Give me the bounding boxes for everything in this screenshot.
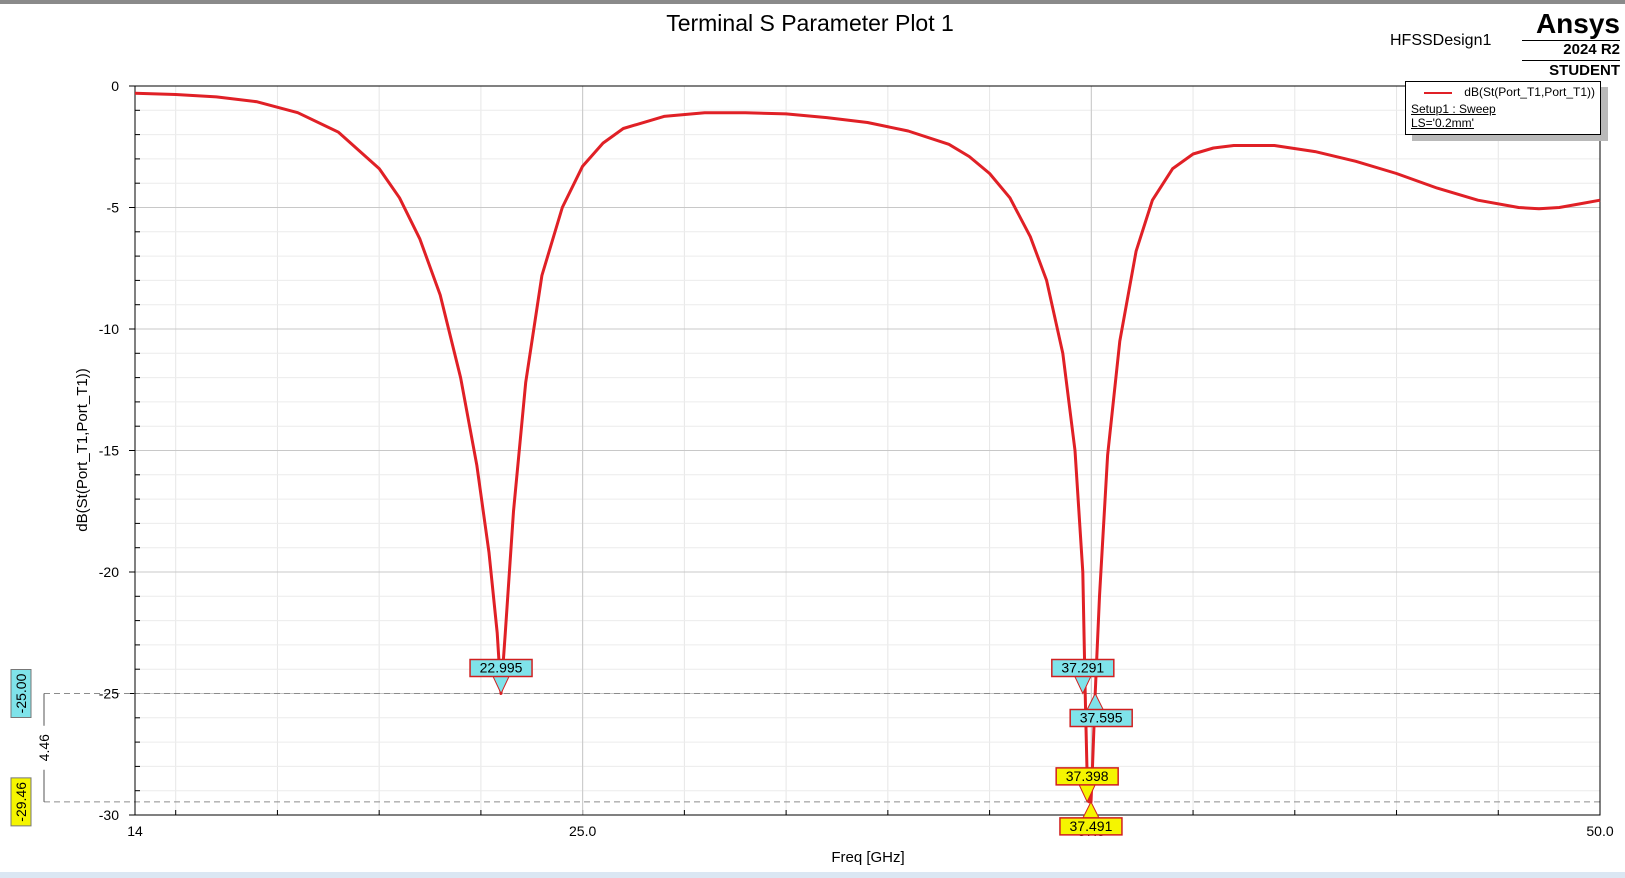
marker-box <box>1059 817 1123 836</box>
marker-pointer <box>1086 692 1104 710</box>
marker-pointer <box>1074 676 1092 695</box>
legend-entry[interactable]: dB(St(Port_T1,Port_T1)) <box>1406 85 1600 99</box>
x-tick-label: 50.0 <box>1586 823 1613 839</box>
y-tick-label: -20 <box>99 564 119 580</box>
y-tick-label: -30 <box>99 807 119 823</box>
marker-label: 37.595 <box>1080 710 1123 726</box>
marker-box <box>1055 767 1119 786</box>
y-tick-label: -5 <box>107 200 120 216</box>
reference-label: -25.00 <box>10 669 32 718</box>
x-tick-label: 25.0 <box>569 823 596 839</box>
marker-pointer <box>492 676 510 695</box>
y-tick-label: -15 <box>99 443 119 459</box>
reference-label: -29.46 <box>10 777 32 827</box>
series-line <box>134 91 1601 804</box>
y-tick-label: -25 <box>99 686 119 702</box>
marker-box <box>1051 658 1115 678</box>
window-bottom-strip <box>0 872 1625 878</box>
reference-label-layer: -25.00 -29.46 4.46 <box>10 669 52 827</box>
logo-version: 2024 R2 <box>1522 40 1620 57</box>
marker-label: 37.398 <box>1066 768 1109 784</box>
marker-box <box>1069 708 1133 728</box>
legend-swatch <box>1424 92 1452 94</box>
marker-box <box>469 658 533 678</box>
legend-box[interactable]: dB(St(Port_T1,Port_T1)) Setup1 : Sweep L… <box>1405 81 1601 135</box>
marker-label: 37.291 <box>1061 660 1104 676</box>
window-top-border <box>0 0 1625 4</box>
marker-label: 22.995 <box>480 660 523 676</box>
reference-label-text: -29.46 <box>13 782 29 822</box>
x-axis-label: Freq [GHz] <box>831 849 904 866</box>
marker-pointer <box>1082 800 1100 819</box>
y-tick-label: -10 <box>99 321 119 337</box>
reference-label-text: -25.00 <box>13 673 29 713</box>
design-name: HFSSDesign1 <box>1390 32 1492 49</box>
plot-frame <box>134 85 1601 816</box>
reference-label-box <box>10 777 32 827</box>
y-axis-label: dB(St(Port_T1,Port_T1)) <box>74 368 91 531</box>
ansys-logo: Ansys 2024 R2 STUDENT <box>1522 10 1620 78</box>
major-grid <box>129 85 1601 816</box>
x-tick-label: 14 <box>127 823 143 839</box>
logo-brand: Ansys <box>1535 8 1620 39</box>
reference-label-box <box>10 669 32 718</box>
legend-variable: LS='0.2mm' <box>1411 116 1474 130</box>
marker-label: 37.491 <box>1070 818 1113 834</box>
legend-setup: Setup1 : Sweep <box>1411 102 1496 116</box>
delta-label: 4.46 <box>36 734 52 761</box>
marker-layer: 22.995 37.291 37.595 37.398 37.491 <box>469 658 1133 836</box>
plot-title: Terminal S Parameter Plot 1 <box>666 10 954 36</box>
series-layer <box>134 91 1601 804</box>
legend-series-name: dB(St(Port_T1,Port_T1)) <box>1464 85 1595 99</box>
y-tick-label: 0 <box>111 78 119 94</box>
logo-edition: STUDENT <box>1522 60 1620 78</box>
